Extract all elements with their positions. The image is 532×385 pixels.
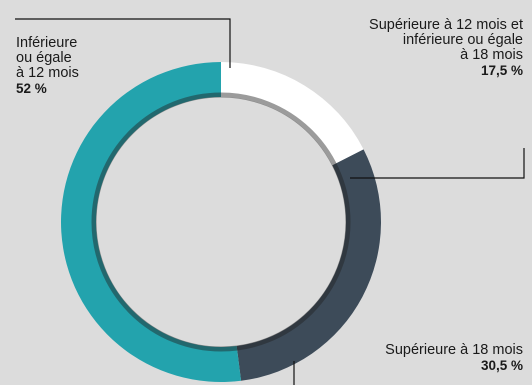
label-le12-line-1: Inférieure [16,35,78,51]
label-12to18-value: 17,5 % [480,63,523,78]
label-12to18-line-3: à 18 mois [460,47,523,63]
donut-slice-le12 [60,62,242,382]
label-gt18-line-1: Supérieure à 18 mois [385,342,523,358]
donut-inner-ring [91,92,351,352]
leader-line-12to18 [350,148,525,179]
label-12to18-line-1: Supérieure à 12 mois et [369,17,523,33]
label-le12: Inférieure ou égale à 12 mois 52 % [16,35,79,97]
label-12to18: Supérieure à 12 mois et inférieure ou ég… [369,17,523,79]
label-12to18-line-2: inférieure ou égale [402,32,523,48]
label-gt18-value: 30,5 % [480,358,523,373]
donut-slice-12to18 [221,62,364,166]
label-le12-line-3: à 12 mois [16,65,79,81]
label-le12-value: 52 % [16,81,47,96]
leader-line-le12 [15,18,231,68]
donut-slice-gt18 [236,149,381,381]
label-le12-line-2: ou égale [16,50,72,66]
label-gt18: Supérieure à 18 mois 30,5 % [385,342,523,374]
